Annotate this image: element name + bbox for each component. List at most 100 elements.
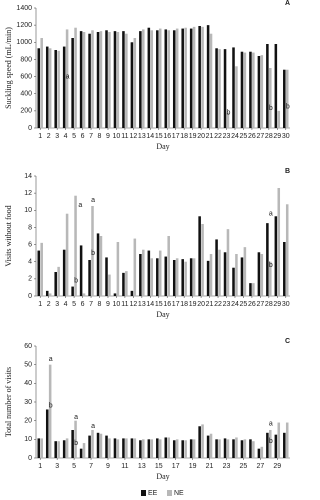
x-tick-label: 29 [273,463,281,470]
bar [274,434,278,458]
x-tick-label: 27 [256,133,264,140]
bar [74,27,77,128]
bar [172,440,176,458]
x-tick-label: 24 [231,301,239,308]
y-axis-title: Total number of visits [4,367,13,437]
x-axis-title: Day [156,310,169,319]
legend-label: EE [148,490,158,497]
x-tick-label: 28 [265,133,273,140]
bar [65,438,69,458]
x-tick-label: 1 [38,463,42,470]
bar [142,439,145,458]
bar [164,256,168,296]
bar [125,438,128,458]
bar [91,430,94,458]
bar [147,439,151,458]
bar [40,38,43,128]
bar [260,254,264,296]
x-tick-label: 8 [98,301,102,308]
bar [260,446,264,458]
panel-label: A [285,0,290,7]
bar [167,437,170,458]
annotation: b [286,103,290,110]
bar [232,267,235,296]
bar [74,420,77,458]
bar [172,260,176,296]
annotation: a [66,73,70,80]
x-tick-label: 3 [55,133,59,140]
x-tick-label: 21 [206,301,214,308]
bar [130,290,134,296]
bar [122,438,125,458]
bar [45,46,49,129]
x-tick-label: 21 [206,463,214,470]
x-tick-label: 5 [72,463,76,470]
x-tick-label: 9 [106,133,110,140]
annotation: a [78,202,82,209]
bar [206,435,210,458]
bar [125,33,128,128]
bar [189,439,193,458]
x-tick-label: 25 [240,301,248,308]
x-tick-label: 17 [172,301,180,308]
x-tick-label: 23 [223,463,231,470]
bar [57,50,60,128]
bar [215,48,218,128]
bar [130,42,134,128]
bar [139,31,142,129]
x-tick-label: 15 [155,301,163,308]
x-tick-label: 7 [89,133,93,140]
y-tick-label: 14 [24,173,32,180]
y-tick-label: 600 [20,73,32,80]
bar [54,441,57,458]
bar [113,293,117,296]
y-tick-label: 30 [24,399,32,406]
bar [147,250,151,296]
y-tick-label: 2 [28,276,32,283]
bar [167,30,170,129]
y-tick-label: 50 [24,362,32,369]
x-tick-label: 12 [129,301,137,308]
x-tick-label: 19 [189,133,197,140]
bar [40,438,43,458]
annotation: a [74,414,78,421]
x-tick-label: 30 [282,133,290,140]
bar [122,272,125,296]
bar [108,32,111,128]
bar [88,260,91,296]
bar [37,250,41,296]
bar [105,257,108,296]
bar [54,50,57,128]
x-tick-label: 29 [273,301,281,308]
bar [150,258,154,296]
bar [88,33,91,128]
bar [269,261,272,296]
bar [206,260,210,296]
x-tick-label: 28 [265,301,273,308]
bar [223,438,227,458]
x-tick-label: 19 [189,463,197,470]
annotation: b [269,262,273,269]
bar [113,31,117,129]
x-tick-label: 13 [138,133,146,140]
annotation: b [49,403,53,410]
bar [249,283,252,296]
bar [266,44,269,128]
bar [252,283,255,296]
x-tick-label: 20 [197,133,205,140]
y-tick-label: 6 [28,241,32,248]
bar [105,30,108,129]
bar [181,259,184,296]
bar [218,49,221,129]
bar [201,26,204,128]
bar [71,430,74,458]
bar [235,437,238,458]
bar [283,242,286,296]
bar [189,258,193,296]
x-tick-label: 21 [206,133,214,140]
bar [133,438,137,458]
x-tick-label: 7 [89,301,93,308]
x-tick-label: 22 [214,133,222,140]
bar [48,364,52,458]
